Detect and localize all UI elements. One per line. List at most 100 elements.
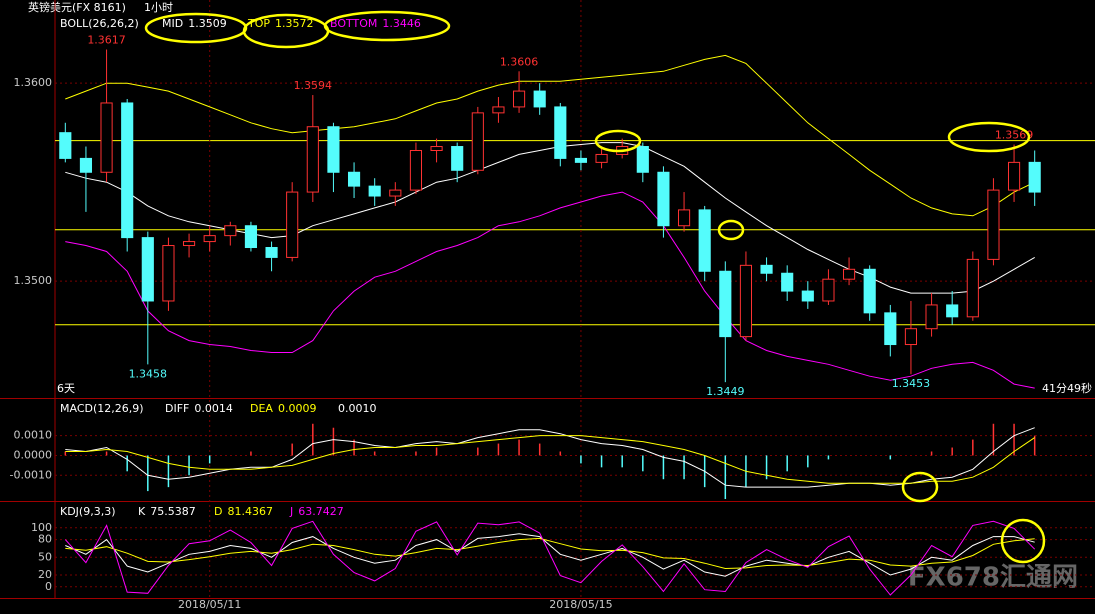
- candle-body: [533, 90, 546, 108]
- candle-body: [966, 258, 979, 318]
- annotations: [144, 10, 1046, 564]
- readout-name: DIFF: [165, 402, 189, 415]
- readout-value: 63.7427: [298, 505, 344, 518]
- candle-body: [224, 225, 237, 237]
- low-label: 1.3449: [706, 385, 745, 398]
- candle-body: [760, 264, 773, 274]
- indicator-line: [65, 54, 1035, 217]
- y-tick-label: -0.0010: [10, 468, 52, 481]
- readout-name: D: [214, 505, 222, 518]
- readout-value: 0.0014: [194, 402, 233, 415]
- candle-body: [121, 102, 134, 239]
- readout-value: 1.3572: [275, 17, 314, 30]
- candle-body: [822, 278, 835, 302]
- candle-body: [925, 304, 938, 330]
- candle-body: [347, 171, 361, 187]
- candle-body: [492, 106, 505, 114]
- candle-body: [409, 149, 423, 191]
- indicator-title: MACD(12,26,9): [60, 402, 144, 415]
- candle-body: [451, 146, 464, 171]
- high-label: 1.3606: [500, 55, 539, 68]
- candle-body: [574, 157, 588, 163]
- elapsed: 6天: [57, 382, 75, 395]
- candle-body: [286, 191, 299, 258]
- candle-body: [781, 272, 794, 292]
- y-tick-label: 80: [38, 533, 52, 546]
- y-tick-label: 50: [38, 550, 52, 563]
- candle-body: [512, 90, 526, 108]
- high-label: 1.3594: [294, 79, 333, 92]
- indicator-line: [64, 520, 1036, 596]
- x-tick-label: 2018/05/11: [178, 598, 241, 611]
- candle-body: [946, 304, 959, 318]
- indicator-line: [65, 537, 1035, 570]
- high-label: 1.3617: [87, 34, 126, 47]
- candle-body: [987, 189, 1000, 260]
- y-tick-label: 0.0000: [14, 448, 53, 461]
- candle-body: [863, 268, 876, 314]
- candle-body: [327, 126, 340, 173]
- marker-ellipse: [717, 219, 745, 241]
- y-tick-label: 0.0010: [14, 429, 53, 442]
- x-tick-label: 2018/05/15: [549, 598, 612, 611]
- marker-ellipse: [323, 10, 451, 42]
- marker-ellipse: [594, 129, 642, 153]
- low-label: 1.3458: [129, 367, 168, 380]
- candle-body: [79, 157, 93, 173]
- indicator-line: [65, 427, 1035, 488]
- candle-body: [244, 225, 258, 249]
- y-tick-label: 100: [31, 521, 52, 534]
- readout-value: 1.3509: [188, 17, 227, 30]
- readout-name: DEA: [250, 402, 273, 415]
- countdown: 41分49秒: [1042, 381, 1092, 395]
- readout-value: 1.3446: [382, 17, 421, 30]
- candle-body: [739, 264, 753, 338]
- candle-body: [141, 237, 154, 302]
- candle-body: [677, 209, 691, 227]
- candle-body: [884, 312, 897, 346]
- indicator-title: BOLL(26,26,2): [60, 17, 139, 30]
- candle-body: [657, 171, 670, 227]
- candle-body: [698, 209, 711, 272]
- candle-body: [389, 189, 402, 197]
- readout-name: J: [289, 505, 293, 518]
- indicator-title: KDJ(9,3,3): [60, 505, 116, 518]
- candle-body: [265, 247, 278, 258]
- indicator-line: [65, 435, 1035, 484]
- candle-body: [471, 112, 484, 171]
- marker-ellipse: [1000, 518, 1046, 564]
- candle-body: [1007, 161, 1021, 191]
- candle-body: [801, 290, 814, 302]
- period[interactable]: 1小时: [144, 1, 173, 14]
- high-label: 1.3569: [995, 129, 1034, 142]
- candle-body: [430, 146, 443, 151]
- candle-body: [1028, 161, 1041, 193]
- y-tick-label: 20: [38, 568, 52, 581]
- candle-body: [719, 270, 732, 338]
- candle-body: [842, 268, 856, 280]
- candle-body: [554, 106, 567, 159]
- marker-ellipse: [901, 471, 939, 503]
- candle-body: [162, 245, 175, 302]
- indicator-line: [65, 191, 1035, 389]
- readout-value: 0.0010: [338, 402, 377, 415]
- candle-body: [59, 132, 72, 159]
- candle-body: [595, 153, 608, 163]
- low-label: 1.3453: [892, 377, 931, 390]
- readout-name: K: [138, 505, 146, 518]
- candle-body: [182, 241, 196, 247]
- readout-name: BOTTOM: [330, 17, 377, 30]
- y-tick-label: 0: [45, 580, 52, 593]
- candle-body: [100, 102, 113, 173]
- indicator-line: [65, 533, 1035, 577]
- readout-value: 81.4367: [227, 505, 273, 518]
- marker-ellipse: [947, 121, 1031, 153]
- indicator-line: [65, 142, 1035, 294]
- candle-body: [368, 185, 381, 197]
- y-tick-label: 1.3600: [14, 76, 53, 89]
- candle-body: [904, 328, 918, 346]
- candle-body: [203, 235, 216, 243]
- y-tick-label: 1.3500: [14, 274, 53, 287]
- readout-value: 75.5387: [150, 505, 196, 518]
